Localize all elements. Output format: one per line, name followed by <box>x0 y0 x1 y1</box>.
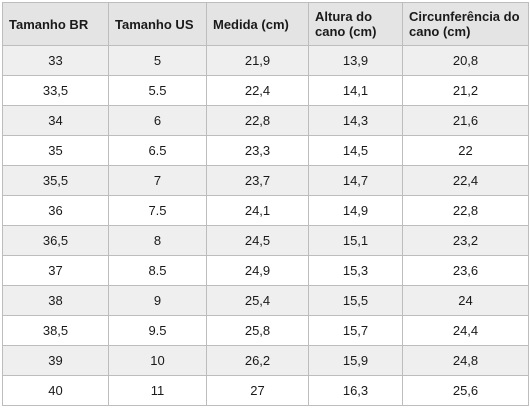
table-cell: 36 <box>2 195 109 226</box>
table-cell: 25,4 <box>206 285 309 316</box>
table-cell: 24,4 <box>402 315 529 346</box>
table-row: 36,5 8 24,5 15,1 23,2 <box>2 225 529 256</box>
table-cell: 14,9 <box>308 195 403 226</box>
table-cell: 40 <box>2 375 109 406</box>
table-cell: 8 <box>108 225 207 256</box>
table-cell: 23,7 <box>206 165 309 196</box>
table-cell: 34 <box>2 105 109 136</box>
table-cell: 6.5 <box>108 135 207 166</box>
table-cell: 15,3 <box>308 255 403 286</box>
header-row: Tamanho BR Tamanho US Medida (cm) Altura do… <box>2 2 529 46</box>
table-cell: 7.5 <box>108 195 207 226</box>
table-cell: 39 <box>2 345 109 376</box>
header-cell: Tamanho US <box>108 2 207 46</box>
table-cell: 15,7 <box>308 315 403 346</box>
table-row: 40 11 27 16,3 25,6 <box>2 375 529 406</box>
table-cell: 35,5 <box>2 165 109 196</box>
table-row: 37 8.5 24,9 15,3 23,6 <box>2 255 529 286</box>
table-row: 33 5 21,9 13,9 20,8 <box>2 45 529 76</box>
table-row: 39 10 26,2 15,9 24,8 <box>2 345 529 376</box>
table-cell: 21,2 <box>402 75 529 106</box>
table-body: 33 5 21,9 13,9 20,8 33,5 5.5 22,4 14,1 21,2 34 6 22,… <box>2 45 529 406</box>
table-cell: 14,1 <box>308 75 403 106</box>
table-cell: 24,1 <box>206 195 309 226</box>
table-cell: 23,6 <box>402 255 529 286</box>
table-cell: 20,8 <box>402 45 529 76</box>
table-header: Tamanho BR Tamanho US Medida (cm) Altura do… <box>2 2 529 46</box>
table-cell: 5.5 <box>108 75 207 106</box>
table-cell: 24 <box>402 285 529 316</box>
header-cell: Circunferência do cano (cm) <box>402 2 529 46</box>
table-cell: 23,3 <box>206 135 309 166</box>
table-cell: 10 <box>108 345 207 376</box>
table-cell: 21,6 <box>402 105 529 136</box>
table-cell: 5 <box>108 45 207 76</box>
table-cell: 22 <box>402 135 529 166</box>
table-row: 35 6.5 23,3 14,5 22 <box>2 135 529 166</box>
header-cell: Tamanho BR <box>2 2 109 46</box>
table-cell: 14,5 <box>308 135 403 166</box>
table-cell: 24,8 <box>402 345 529 376</box>
table-row: 36 7.5 24,1 14,9 22,8 <box>2 195 529 226</box>
table-cell: 11 <box>108 375 207 406</box>
table-cell: 24,5 <box>206 225 309 256</box>
table-cell: 35 <box>2 135 109 166</box>
table-cell: 15,1 <box>308 225 403 256</box>
table-cell: 26,2 <box>206 345 309 376</box>
table-row: 33,5 5.5 22,4 14,1 21,2 <box>2 75 529 106</box>
table-row: 38 9 25,4 15,5 24 <box>2 285 529 316</box>
table-cell: 22,8 <box>402 195 529 226</box>
table-cell: 14,3 <box>308 105 403 136</box>
table-cell: 15,5 <box>308 285 403 316</box>
table-cell: 15,9 <box>308 345 403 376</box>
table-row: 35,5 7 23,7 14,7 22,4 <box>2 165 529 196</box>
table-cell: 38 <box>2 285 109 316</box>
table-cell: 23,2 <box>402 225 529 256</box>
table-cell: 13,9 <box>308 45 403 76</box>
table-cell: 21,9 <box>206 45 309 76</box>
table-cell: 9 <box>108 285 207 316</box>
table-cell: 36,5 <box>2 225 109 256</box>
table-cell: 25,6 <box>402 375 529 406</box>
table-cell: 9.5 <box>108 315 207 346</box>
table-cell: 14,7 <box>308 165 403 196</box>
table-row: 38,5 9.5 25,8 15,7 24,4 <box>2 315 529 346</box>
table-cell: 33,5 <box>2 75 109 106</box>
table-cell: 25,8 <box>206 315 309 346</box>
table-cell: 27 <box>206 375 309 406</box>
table-cell: 22,4 <box>206 75 309 106</box>
table-cell: 38,5 <box>2 315 109 346</box>
table-cell: 22,4 <box>402 165 529 196</box>
table-cell: 24,9 <box>206 255 309 286</box>
table-cell: 33 <box>2 45 109 76</box>
table-cell: 7 <box>108 165 207 196</box>
table-cell: 6 <box>108 105 207 136</box>
table-cell: 16,3 <box>308 375 403 406</box>
table-cell: 22,8 <box>206 105 309 136</box>
table-cell: 8.5 <box>108 255 207 286</box>
table-row: 34 6 22,8 14,3 21,6 <box>2 105 529 136</box>
size-table: Tamanho BR Tamanho US Medida (cm) Altura do… <box>2 2 529 406</box>
header-cell: Altura do cano (cm) <box>308 2 403 46</box>
header-cell: Medida (cm) <box>206 2 309 46</box>
table-cell: 37 <box>2 255 109 286</box>
